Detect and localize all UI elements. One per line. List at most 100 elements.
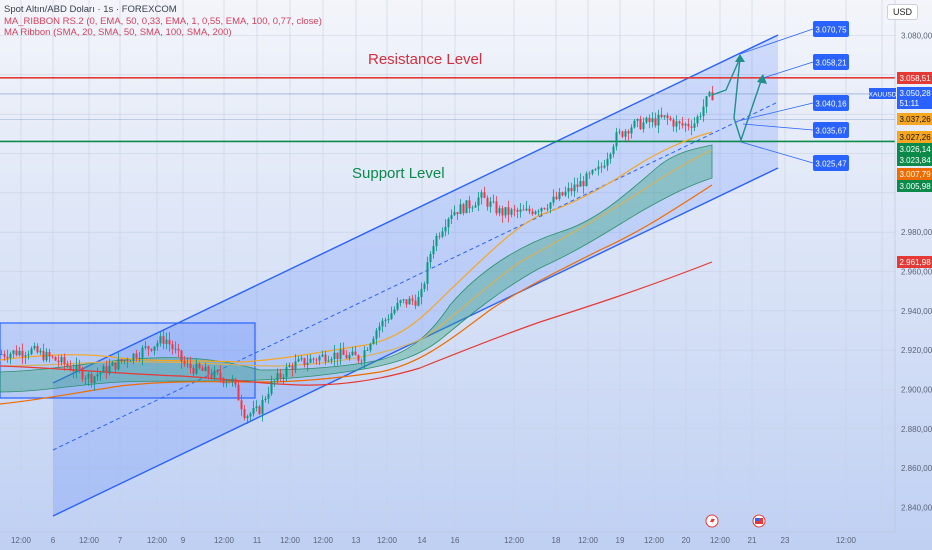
- candle-body[interactable]: [177, 348, 180, 351]
- candle-body[interactable]: [162, 336, 165, 344]
- price-label-box[interactable]: [897, 87, 932, 99]
- candle-body[interactable]: [678, 121, 681, 124]
- candle-body[interactable]: [531, 211, 534, 214]
- target-label-box[interactable]: [813, 155, 849, 171]
- candle-body[interactable]: [513, 209, 516, 211]
- candle-body[interactable]: [426, 262, 429, 284]
- candle-body[interactable]: [129, 361, 132, 362]
- candle-body[interactable]: [642, 122, 645, 130]
- candle-body[interactable]: [210, 374, 213, 378]
- candle-body[interactable]: [204, 366, 207, 371]
- price-label-box[interactable]: [897, 154, 932, 166]
- candle-body[interactable]: [669, 118, 672, 120]
- price-label-box[interactable]: [897, 168, 932, 180]
- price-label-box[interactable]: [897, 143, 932, 155]
- candle-body[interactable]: [660, 114, 663, 118]
- candle-body[interactable]: [528, 208, 531, 212]
- candle-body[interactable]: [48, 351, 51, 357]
- candle-body[interactable]: [237, 384, 240, 401]
- candle-body[interactable]: [705, 96, 708, 107]
- candle-body[interactable]: [435, 235, 438, 247]
- candle-body[interactable]: [330, 359, 333, 361]
- candle-body[interactable]: [522, 209, 525, 211]
- candle-body[interactable]: [315, 359, 318, 361]
- candle-body[interactable]: [123, 360, 126, 362]
- candle-body[interactable]: [630, 127, 633, 134]
- candle-body[interactable]: [684, 123, 687, 126]
- candle-body[interactable]: [150, 348, 153, 351]
- candle-body[interactable]: [36, 346, 39, 353]
- candle-body[interactable]: [195, 363, 198, 374]
- candle-body[interactable]: [264, 398, 267, 400]
- candle-body[interactable]: [402, 299, 405, 301]
- candle-body[interactable]: [432, 246, 435, 255]
- candle-body[interactable]: [84, 378, 87, 380]
- target-label-box[interactable]: [813, 54, 849, 70]
- candle-body[interactable]: [510, 209, 513, 215]
- candle-body[interactable]: [15, 350, 18, 356]
- candle-body[interactable]: [504, 207, 507, 216]
- candle-body[interactable]: [420, 288, 423, 298]
- candle-body[interactable]: [168, 339, 171, 345]
- candle-body[interactable]: [279, 373, 282, 378]
- forecast-leg-down-up[interactable]: [733, 57, 763, 143]
- candle-body[interactable]: [693, 123, 696, 128]
- candle-body[interactable]: [225, 382, 228, 384]
- price-label-box[interactable]: [897, 256, 932, 268]
- candle-body[interactable]: [165, 339, 168, 344]
- candle-body[interactable]: [114, 362, 117, 370]
- currency-button[interactable]: USD: [886, 4, 918, 20]
- candle-body[interactable]: [81, 369, 84, 380]
- candle-body[interactable]: [39, 350, 42, 353]
- candle-body[interactable]: [51, 356, 54, 358]
- candle-body[interactable]: [603, 165, 606, 168]
- candle-body[interactable]: [96, 374, 99, 377]
- candle-body[interactable]: [519, 209, 522, 212]
- candle-body[interactable]: [345, 354, 348, 359]
- candle-body[interactable]: [609, 154, 612, 159]
- candle-body[interactable]: [648, 117, 651, 123]
- candle-body[interactable]: [654, 118, 657, 126]
- candle-body[interactable]: [342, 349, 345, 355]
- candle-body[interactable]: [465, 200, 468, 214]
- candle-body[interactable]: [321, 354, 324, 357]
- candle-body[interactable]: [180, 350, 183, 362]
- symbol-tag-box[interactable]: [869, 88, 896, 99]
- price-axis[interactable]: 3.080,00 2.980,00 2.960,00 2.940,00 2.920,00…: [894, 0, 932, 532]
- candle-body[interactable]: [453, 212, 456, 216]
- candle-body[interactable]: [561, 192, 564, 196]
- candle-body[interactable]: [30, 348, 33, 355]
- candle-body[interactable]: [645, 117, 648, 123]
- candle-body[interactable]: [699, 116, 702, 117]
- candle-body[interactable]: [471, 207, 474, 209]
- candle-body[interactable]: [633, 120, 636, 128]
- ma-ribbon-sma-indicator-label[interactable]: MA Ribbon (SMA, 20, SMA, 50, SMA, 100, S…: [4, 27, 232, 38]
- candle-body[interactable]: [297, 359, 300, 362]
- candle-body[interactable]: [516, 210, 519, 212]
- candle-body[interactable]: [189, 363, 192, 369]
- candle-body[interactable]: [117, 359, 120, 370]
- candle-body[interactable]: [183, 361, 186, 364]
- candle-body[interactable]: [108, 365, 111, 374]
- candle-body[interactable]: [378, 326, 381, 331]
- candle-body[interactable]: [354, 351, 357, 356]
- candle-body[interactable]: [486, 197, 489, 207]
- candle-body[interactable]: [60, 357, 63, 363]
- sma-200-line[interactable]: [0, 261, 713, 386]
- candle-body[interactable]: [144, 346, 147, 348]
- candle-body[interactable]: [618, 131, 621, 133]
- candle-body[interactable]: [336, 352, 339, 359]
- candle-body[interactable]: [564, 191, 567, 196]
- candle-body[interactable]: [159, 336, 162, 344]
- candle-body[interactable]: [324, 354, 327, 362]
- candle-body[interactable]: [327, 360, 330, 362]
- candle-body[interactable]: [303, 358, 306, 365]
- candle-body[interactable]: [558, 192, 561, 199]
- candle-body[interactable]: [615, 132, 618, 147]
- candle-body[interactable]: [42, 350, 45, 361]
- candle-body[interactable]: [702, 106, 705, 117]
- candle-body[interactable]: [282, 377, 285, 379]
- candle-body[interactable]: [309, 358, 312, 363]
